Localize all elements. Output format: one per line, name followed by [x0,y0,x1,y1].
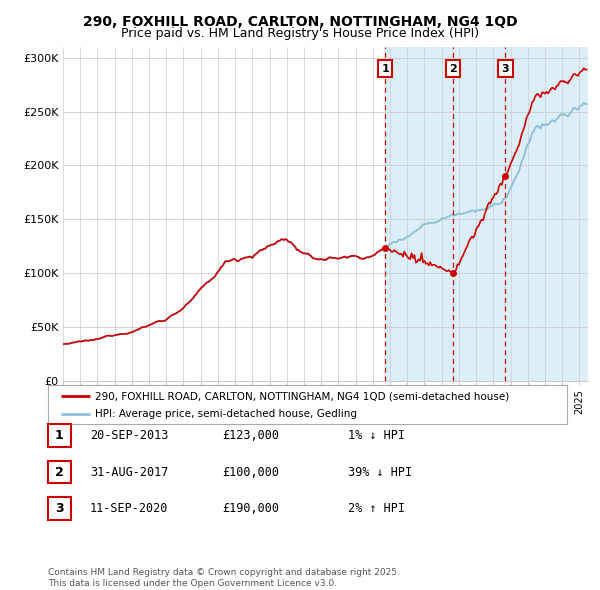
Text: 290, FOXHILL ROAD, CARLTON, NOTTINGHAM, NG4 1QD (semi-detached house): 290, FOXHILL ROAD, CARLTON, NOTTINGHAM, … [95,391,509,401]
Text: £100,000: £100,000 [222,466,279,478]
Text: £123,000: £123,000 [222,429,279,442]
Text: 2: 2 [55,466,64,478]
Text: 290, FOXHILL ROAD, CARLTON, NOTTINGHAM, NG4 1QD: 290, FOXHILL ROAD, CARLTON, NOTTINGHAM, … [83,15,517,29]
Text: 31-AUG-2017: 31-AUG-2017 [90,466,169,478]
Text: 1: 1 [55,429,64,442]
Text: Price paid vs. HM Land Registry's House Price Index (HPI): Price paid vs. HM Land Registry's House … [121,27,479,40]
Text: £190,000: £190,000 [222,502,279,515]
Bar [385,47,588,381]
Text: 3: 3 [55,502,64,515]
Text: 2: 2 [449,64,457,74]
Text: 2% ↑ HPI: 2% ↑ HPI [348,502,405,515]
Text: HPI: Average price, semi-detached house, Gedling: HPI: Average price, semi-detached house,… [95,409,357,419]
Text: 1: 1 [382,64,389,74]
Text: 1% ↓ HPI: 1% ↓ HPI [348,429,405,442]
Text: 3: 3 [502,64,509,74]
Text: 20-SEP-2013: 20-SEP-2013 [90,429,169,442]
Text: 11-SEP-2020: 11-SEP-2020 [90,502,169,515]
Text: Contains HM Land Registry data © Crown copyright and database right 2025.
This d: Contains HM Land Registry data © Crown c… [48,568,400,588]
Text: 39% ↓ HPI: 39% ↓ HPI [348,466,412,478]
